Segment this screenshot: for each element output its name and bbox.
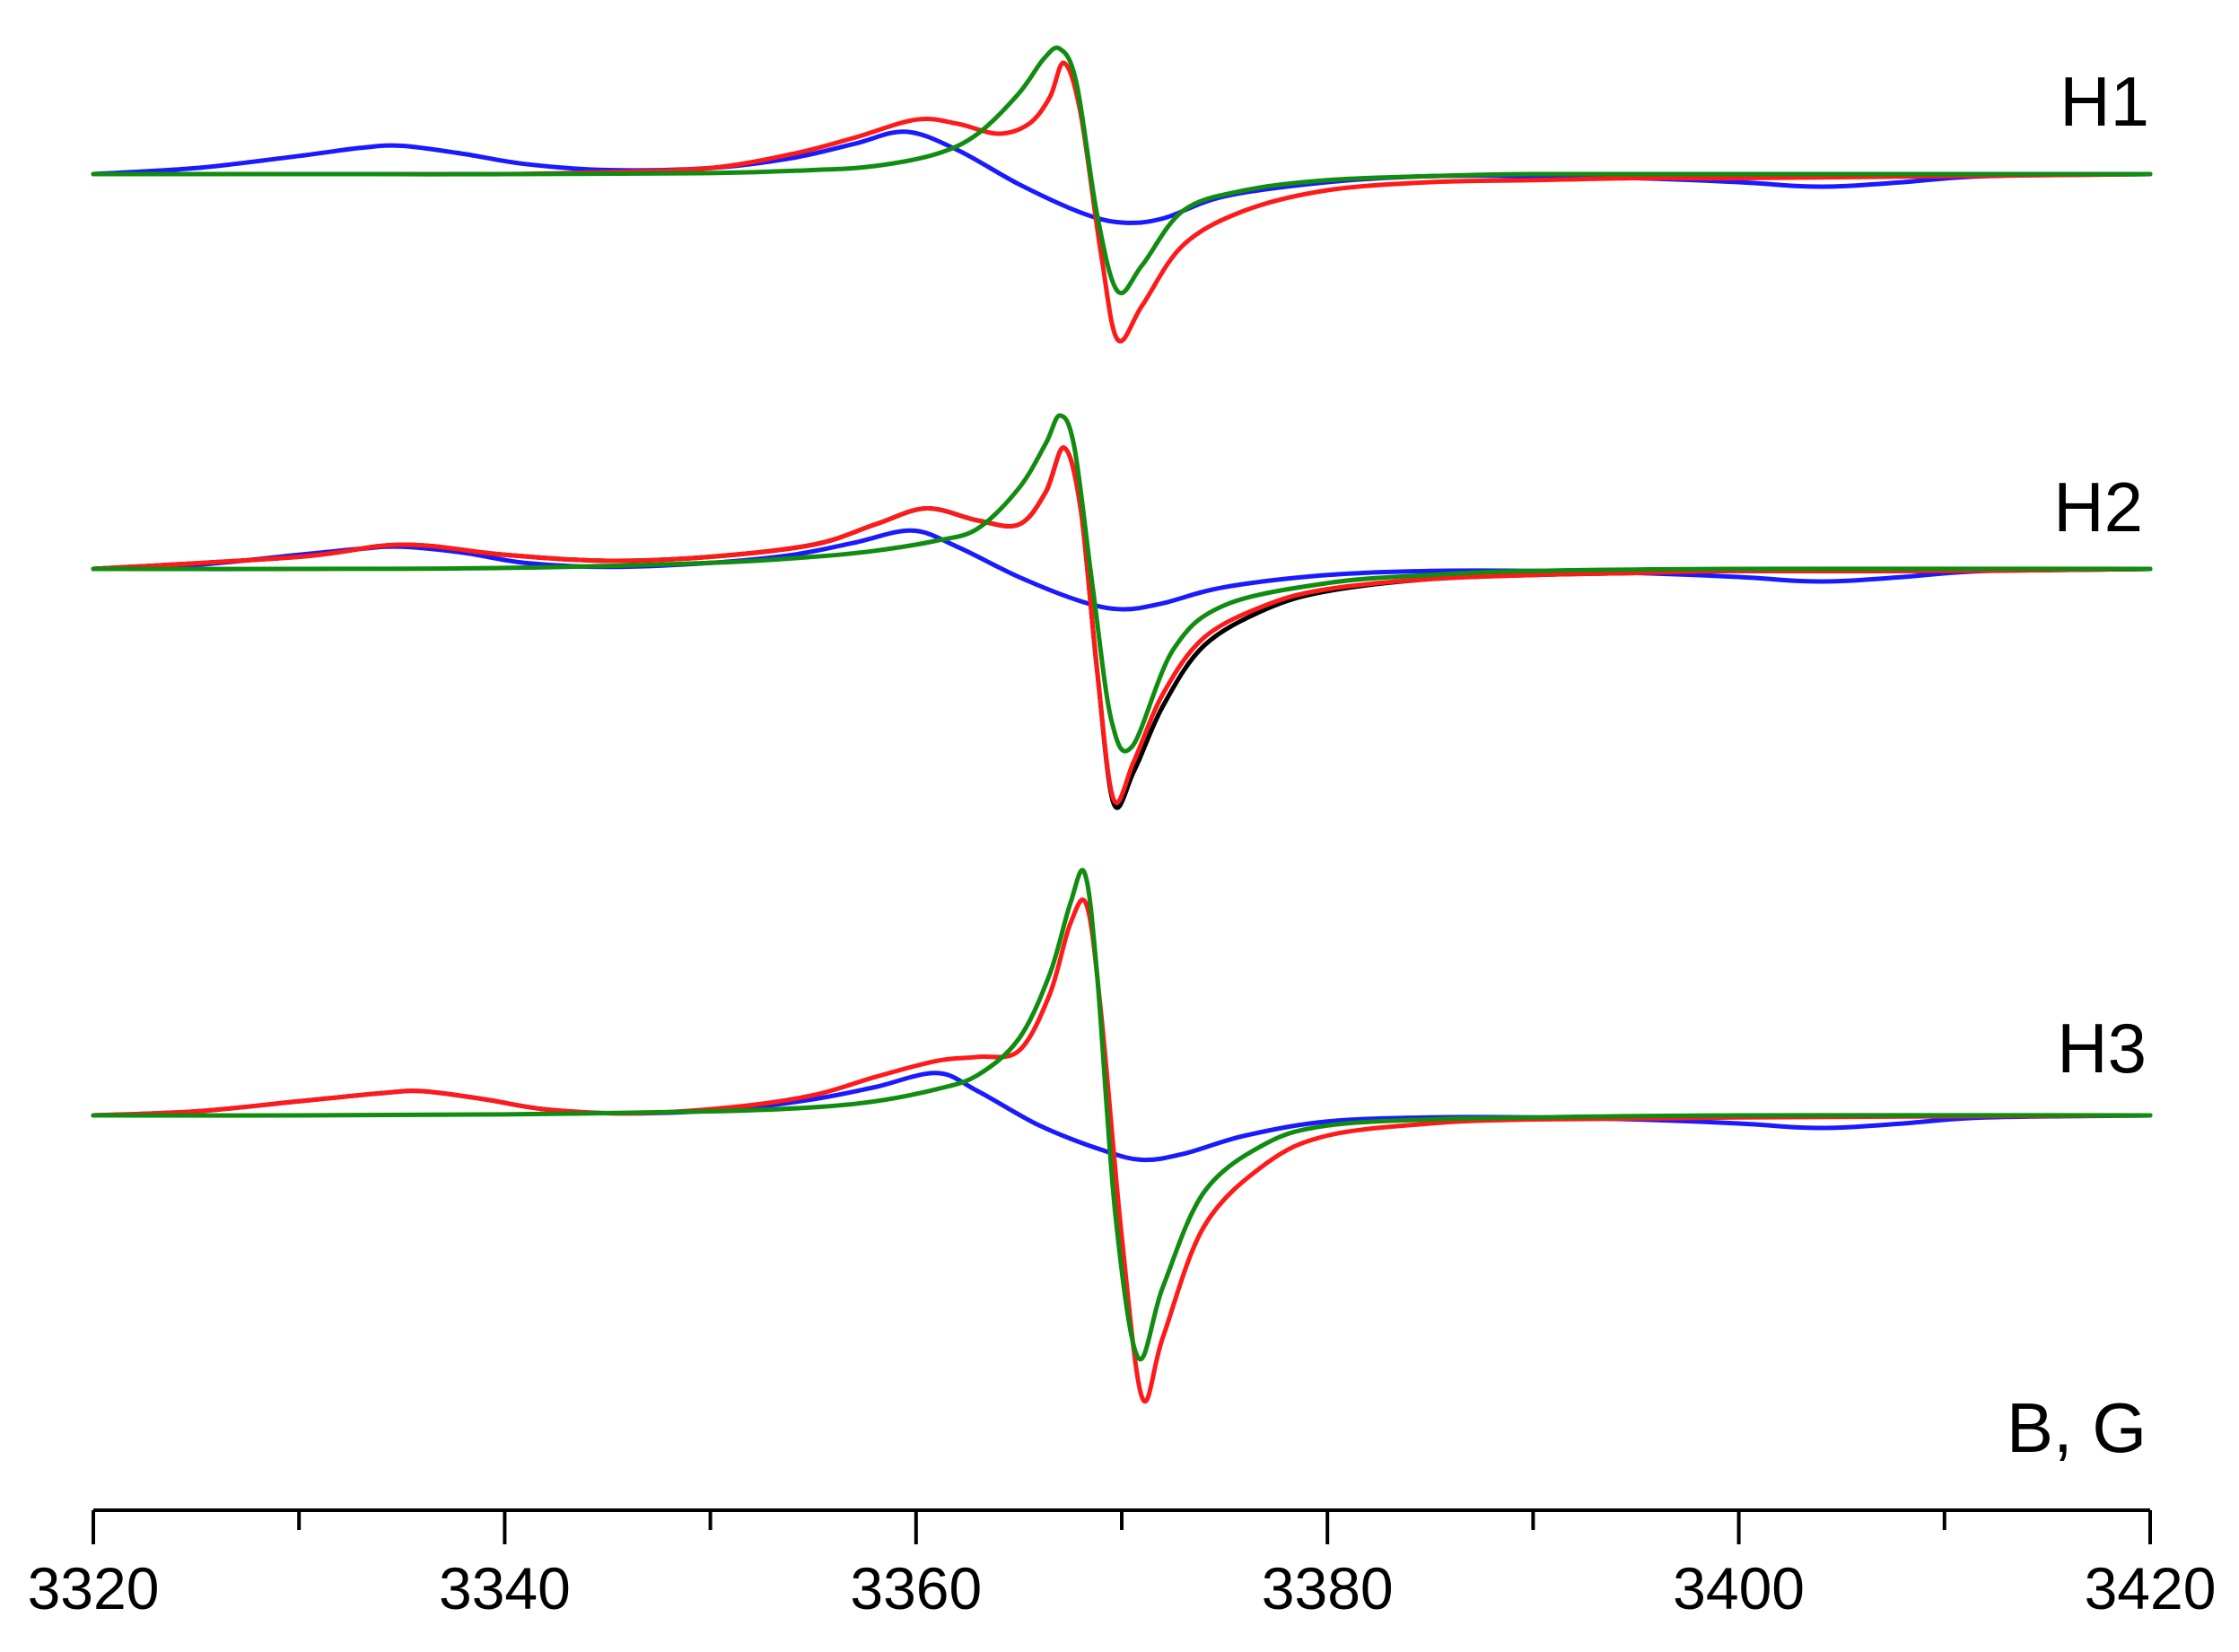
panel-label-h3: H3 (2057, 1009, 2147, 1088)
series-line-h1-blue (91, 129, 2153, 225)
x-tick-label: 3400 (1673, 1555, 1805, 1621)
x-tick-label: 3360 (850, 1555, 982, 1621)
panel-label-h1: H1 (2060, 62, 2149, 141)
series-line-h3-green (91, 868, 2153, 1362)
x-tick-label: 3420 (2085, 1555, 2217, 1621)
spectra-curves (91, 45, 2153, 1404)
series-line-h2-blue (91, 528, 2153, 612)
x-tick-label: 3380 (1262, 1555, 1394, 1621)
series-line-h2-black (91, 445, 2153, 810)
x-axis: 3320 3340 3360 3380 3400 3420 (28, 1508, 2217, 1621)
panel-label-h2: H2 (2053, 468, 2143, 546)
series-line-h3-red (91, 897, 2153, 1404)
x-tick-label: 3340 (439, 1555, 571, 1621)
panel-h1 (91, 45, 2153, 344)
series-line-h1-green (91, 45, 2153, 296)
panel-h2 (91, 413, 2153, 810)
series-line-h2-red (91, 445, 2153, 805)
x-axis-title: B, G (2007, 1388, 2147, 1467)
x-tick-label: 3320 (28, 1555, 160, 1621)
panel-h3 (91, 868, 2153, 1404)
series-line-h2-green (91, 413, 2153, 754)
series-line-h1-red (91, 60, 2153, 344)
